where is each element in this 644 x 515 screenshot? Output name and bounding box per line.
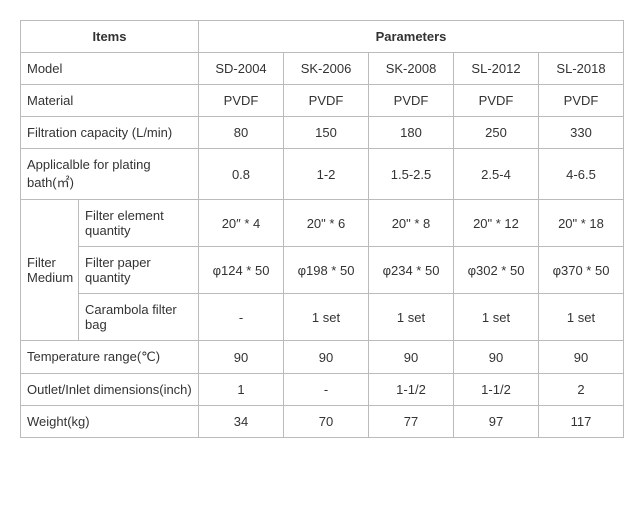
filter-element-2: 20" * 8 (369, 200, 454, 247)
model-2: SK-2008 (369, 53, 454, 85)
outlet-1: - (284, 374, 369, 406)
material-2: PVDF (369, 85, 454, 117)
row-model: Model SD-2004 SK-2006 SK-2008 SL-2012 SL… (21, 53, 624, 85)
filtration-3: 250 (454, 117, 539, 149)
filter-element-4: 20" * 18 (539, 200, 624, 247)
filter-paper-3: φ302 * 50 (454, 247, 539, 294)
label-model: Model (21, 53, 199, 85)
filter-bag-0: - (199, 294, 284, 341)
material-4: PVDF (539, 85, 624, 117)
temperature-4: 90 (539, 341, 624, 374)
model-1: SK-2006 (284, 53, 369, 85)
material-3: PVDF (454, 85, 539, 117)
label-outlet: Outlet/Inlet dimensions(inch) (21, 374, 199, 406)
filtration-1: 150 (284, 117, 369, 149)
row-outlet: Outlet/Inlet dimensions(inch) 1 - 1-1/2 … (21, 374, 624, 406)
row-material: Material PVDF PVDF PVDF PVDF PVDF (21, 85, 624, 117)
filter-bag-1: 1 set (284, 294, 369, 341)
temperature-3: 90 (454, 341, 539, 374)
row-filtration: Filtration capacity (L/min) 80 150 180 2… (21, 117, 624, 149)
filter-paper-2: φ234 * 50 (369, 247, 454, 294)
row-filter-element: Filter Medium Filter element quantity 20… (21, 200, 624, 247)
row-weight: Weight(kg) 34 70 77 97 117 (21, 406, 624, 438)
applicable-1: 1-2 (284, 149, 369, 200)
header-row: Items Parameters (21, 21, 624, 53)
outlet-0: 1 (199, 374, 284, 406)
header-items: Items (21, 21, 199, 53)
outlet-4: 2 (539, 374, 624, 406)
label-filter-bag: Carambola filter bag (79, 294, 199, 341)
filter-element-0: 20″ * 4 (199, 200, 284, 247)
label-filtration: Filtration capacity (L/min) (21, 117, 199, 149)
applicable-2: 1.5-2.5 (369, 149, 454, 200)
filter-paper-4: φ370 * 50 (539, 247, 624, 294)
label-filter-medium: Filter Medium (21, 200, 79, 341)
applicable-4: 4-6.5 (539, 149, 624, 200)
applicable-0: 0.8 (199, 149, 284, 200)
outlet-3: 1-1/2 (454, 374, 539, 406)
label-weight: Weight(kg) (21, 406, 199, 438)
header-parameters: Parameters (199, 21, 624, 53)
filter-element-3: 20" * 12 (454, 200, 539, 247)
filtration-4: 330 (539, 117, 624, 149)
label-material: Material (21, 85, 199, 117)
label-applicable: Applicalble for plating bath(㎡) (21, 149, 199, 200)
applicable-3: 2.5-4 (454, 149, 539, 200)
model-4: SL-2018 (539, 53, 624, 85)
label-temperature: Temperature range(℃) (21, 341, 199, 374)
temperature-1: 90 (284, 341, 369, 374)
weight-2: 77 (369, 406, 454, 438)
weight-4: 117 (539, 406, 624, 438)
weight-0: 34 (199, 406, 284, 438)
outlet-2: 1-1/2 (369, 374, 454, 406)
row-temperature: Temperature range(℃) 90 90 90 90 90 (21, 341, 624, 374)
filter-bag-2: 1 set (369, 294, 454, 341)
row-applicable: Applicalble for plating bath(㎡) 0.8 1-2 … (21, 149, 624, 200)
weight-3: 97 (454, 406, 539, 438)
row-filter-paper: Filter paper quantity φ124 * 50 φ198 * 5… (21, 247, 624, 294)
label-filter-paper: Filter paper quantity (79, 247, 199, 294)
filter-paper-0: φ124 * 50 (199, 247, 284, 294)
filter-bag-3: 1 set (454, 294, 539, 341)
filter-element-1: 20" * 6 (284, 200, 369, 247)
parameters-table: Items Parameters Model SD-2004 SK-2006 S… (20, 20, 624, 438)
material-0: PVDF (199, 85, 284, 117)
row-filter-bag: Carambola filter bag - 1 set 1 set 1 set… (21, 294, 624, 341)
model-3: SL-2012 (454, 53, 539, 85)
filtration-2: 180 (369, 117, 454, 149)
material-1: PVDF (284, 85, 369, 117)
weight-1: 70 (284, 406, 369, 438)
model-0: SD-2004 (199, 53, 284, 85)
filtration-0: 80 (199, 117, 284, 149)
filter-bag-4: 1 set (539, 294, 624, 341)
temperature-2: 90 (369, 341, 454, 374)
temperature-0: 90 (199, 341, 284, 374)
label-filter-element: Filter element quantity (79, 200, 199, 247)
filter-paper-1: φ198 * 50 (284, 247, 369, 294)
